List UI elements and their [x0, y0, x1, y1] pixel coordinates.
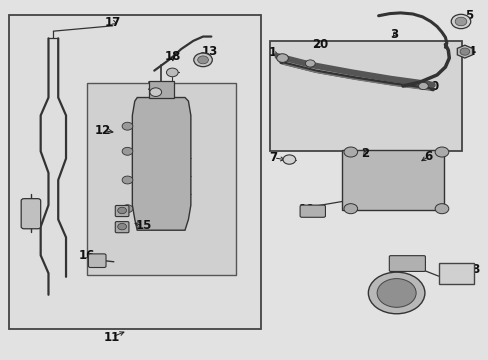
Circle shape — [418, 82, 427, 90]
FancyBboxPatch shape — [149, 81, 173, 98]
Circle shape — [197, 56, 208, 64]
Circle shape — [434, 147, 448, 157]
Text: 6: 6 — [424, 150, 432, 163]
Text: 3: 3 — [390, 28, 398, 41]
Circle shape — [434, 204, 448, 214]
Circle shape — [305, 60, 315, 67]
FancyBboxPatch shape — [388, 256, 425, 271]
FancyBboxPatch shape — [438, 263, 473, 284]
FancyBboxPatch shape — [87, 83, 236, 275]
Circle shape — [150, 88, 161, 96]
Circle shape — [193, 53, 212, 67]
FancyBboxPatch shape — [341, 150, 444, 211]
Circle shape — [454, 17, 466, 26]
Polygon shape — [456, 45, 471, 58]
Circle shape — [459, 48, 469, 55]
Text: 15: 15 — [135, 219, 151, 233]
Text: 14: 14 — [21, 204, 37, 217]
Circle shape — [118, 224, 126, 230]
Text: 8: 8 — [470, 263, 478, 276]
Text: 4: 4 — [467, 45, 475, 58]
Text: 1: 1 — [268, 46, 276, 59]
FancyBboxPatch shape — [88, 254, 106, 267]
Circle shape — [118, 207, 126, 214]
Text: 20: 20 — [311, 38, 327, 51]
FancyBboxPatch shape — [300, 205, 325, 217]
Text: 11: 11 — [103, 330, 120, 343]
Text: 10: 10 — [298, 203, 314, 216]
Circle shape — [376, 279, 415, 307]
Circle shape — [122, 147, 133, 155]
Text: 13: 13 — [201, 45, 217, 58]
Circle shape — [122, 176, 133, 184]
Circle shape — [367, 272, 424, 314]
Circle shape — [283, 155, 295, 164]
Circle shape — [343, 147, 357, 157]
Circle shape — [450, 14, 470, 29]
Text: 19: 19 — [146, 80, 163, 93]
FancyBboxPatch shape — [269, 41, 462, 151]
Circle shape — [166, 68, 178, 77]
FancyBboxPatch shape — [9, 15, 260, 329]
FancyBboxPatch shape — [21, 199, 41, 229]
Polygon shape — [132, 98, 190, 230]
Text: 7: 7 — [269, 151, 277, 164]
Text: 9: 9 — [415, 257, 423, 270]
Text: 16: 16 — [78, 249, 95, 262]
Text: 12: 12 — [95, 124, 111, 137]
Circle shape — [122, 122, 133, 130]
Circle shape — [122, 205, 133, 213]
Text: 2: 2 — [361, 147, 369, 160]
Text: 18: 18 — [164, 50, 181, 63]
FancyBboxPatch shape — [115, 222, 129, 233]
FancyBboxPatch shape — [115, 206, 129, 217]
Text: 20: 20 — [422, 80, 438, 93]
Circle shape — [276, 54, 288, 62]
Text: 17: 17 — [104, 16, 121, 29]
Text: 5: 5 — [464, 9, 472, 22]
Circle shape — [343, 204, 357, 214]
